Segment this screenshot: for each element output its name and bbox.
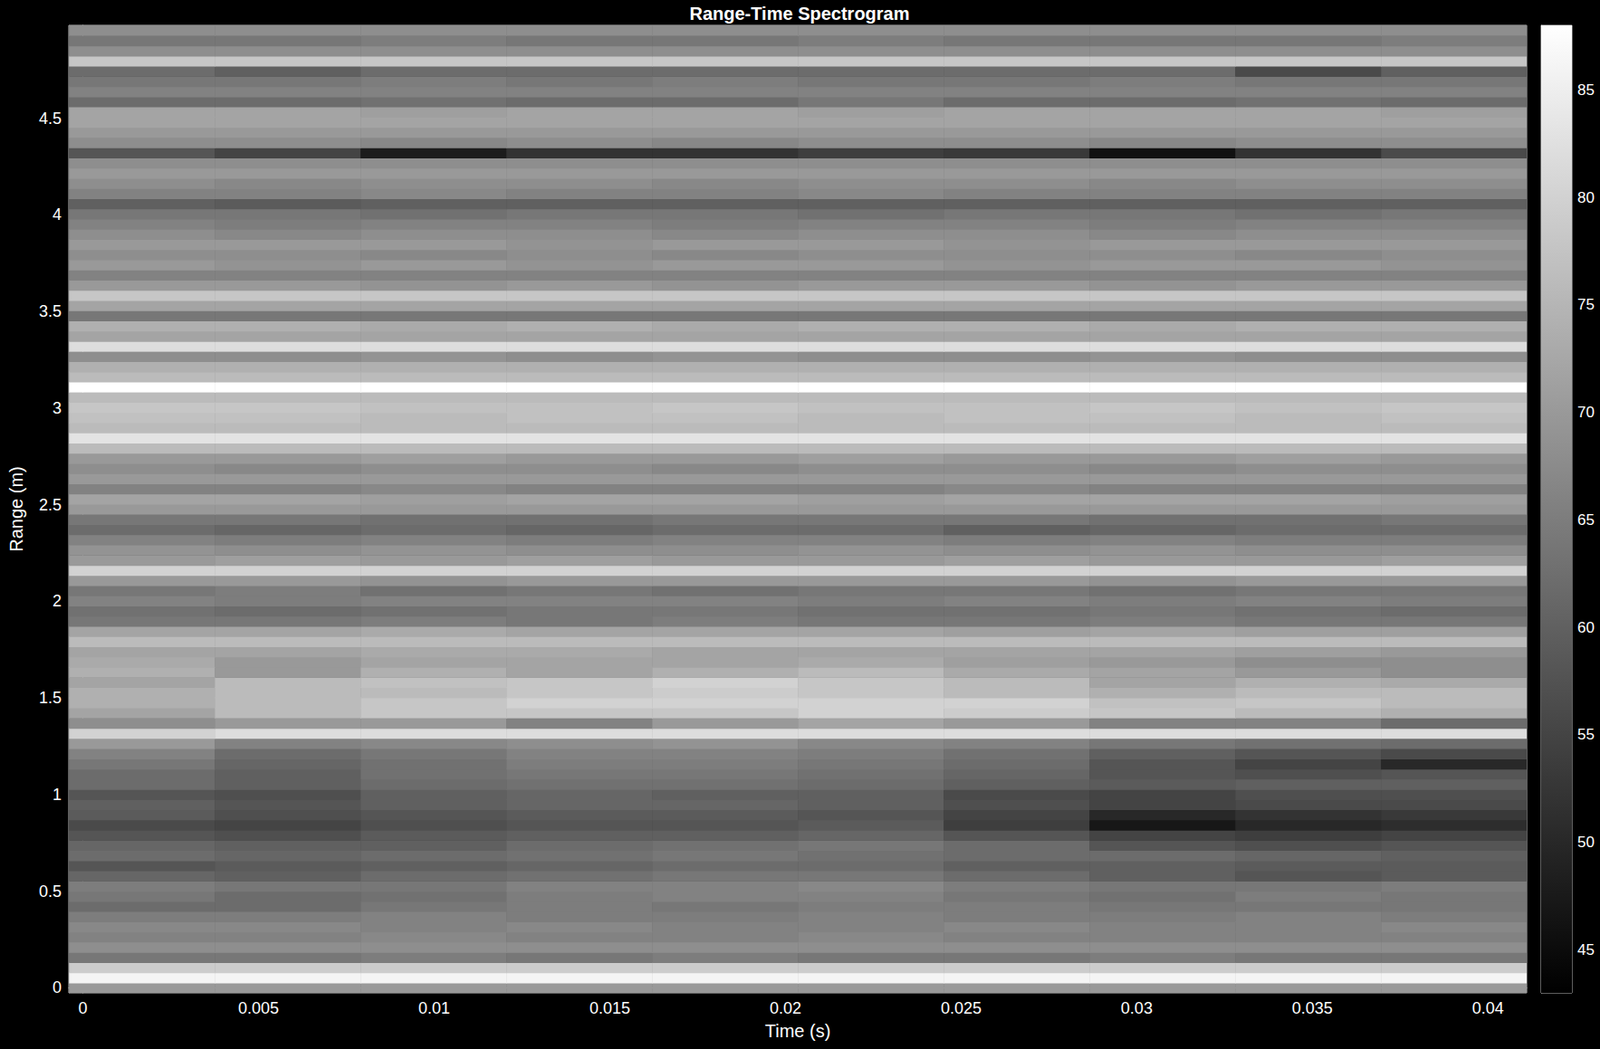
svg-text:50: 50 — [1577, 833, 1595, 852]
svg-text:80: 80 — [1577, 189, 1595, 207]
svg-text:0: 0 — [52, 978, 62, 997]
svg-text:3: 3 — [52, 399, 62, 418]
svg-text:4.5: 4.5 — [38, 109, 62, 128]
svg-text:65: 65 — [1577, 511, 1595, 529]
svg-text:0.01: 0.01 — [418, 999, 451, 1018]
svg-text:70: 70 — [1577, 403, 1595, 422]
svg-text:60: 60 — [1577, 619, 1595, 637]
svg-text:1: 1 — [52, 785, 62, 805]
svg-text:0.02: 0.02 — [769, 999, 802, 1018]
svg-text:0: 0 — [78, 999, 88, 1018]
svg-text:0.035: 0.035 — [1292, 999, 1333, 1018]
svg-text:45: 45 — [1577, 941, 1595, 959]
svg-text:0.03: 0.03 — [1120, 999, 1153, 1018]
svg-text:Range-Time Spectrogram: Range-Time Spectrogram — [689, 3, 910, 24]
svg-text:2: 2 — [52, 592, 62, 611]
svg-text:55: 55 — [1577, 726, 1595, 744]
svg-text:0.04: 0.04 — [1472, 999, 1505, 1018]
svg-text:2.5: 2.5 — [38, 496, 62, 515]
svg-text:75: 75 — [1577, 296, 1595, 314]
svg-text:0.025: 0.025 — [940, 999, 982, 1018]
svg-text:3.5: 3.5 — [38, 302, 62, 321]
svg-text:4: 4 — [52, 205, 62, 224]
svg-text:Time (s): Time (s) — [765, 1021, 832, 1042]
svg-text:0.015: 0.015 — [589, 999, 631, 1018]
svg-text:0.005: 0.005 — [238, 999, 279, 1018]
svg-text:Range (m): Range (m) — [6, 466, 27, 552]
svg-text:85: 85 — [1577, 81, 1595, 99]
svg-text:0.5: 0.5 — [38, 882, 62, 901]
svg-text:1.5: 1.5 — [38, 689, 62, 708]
